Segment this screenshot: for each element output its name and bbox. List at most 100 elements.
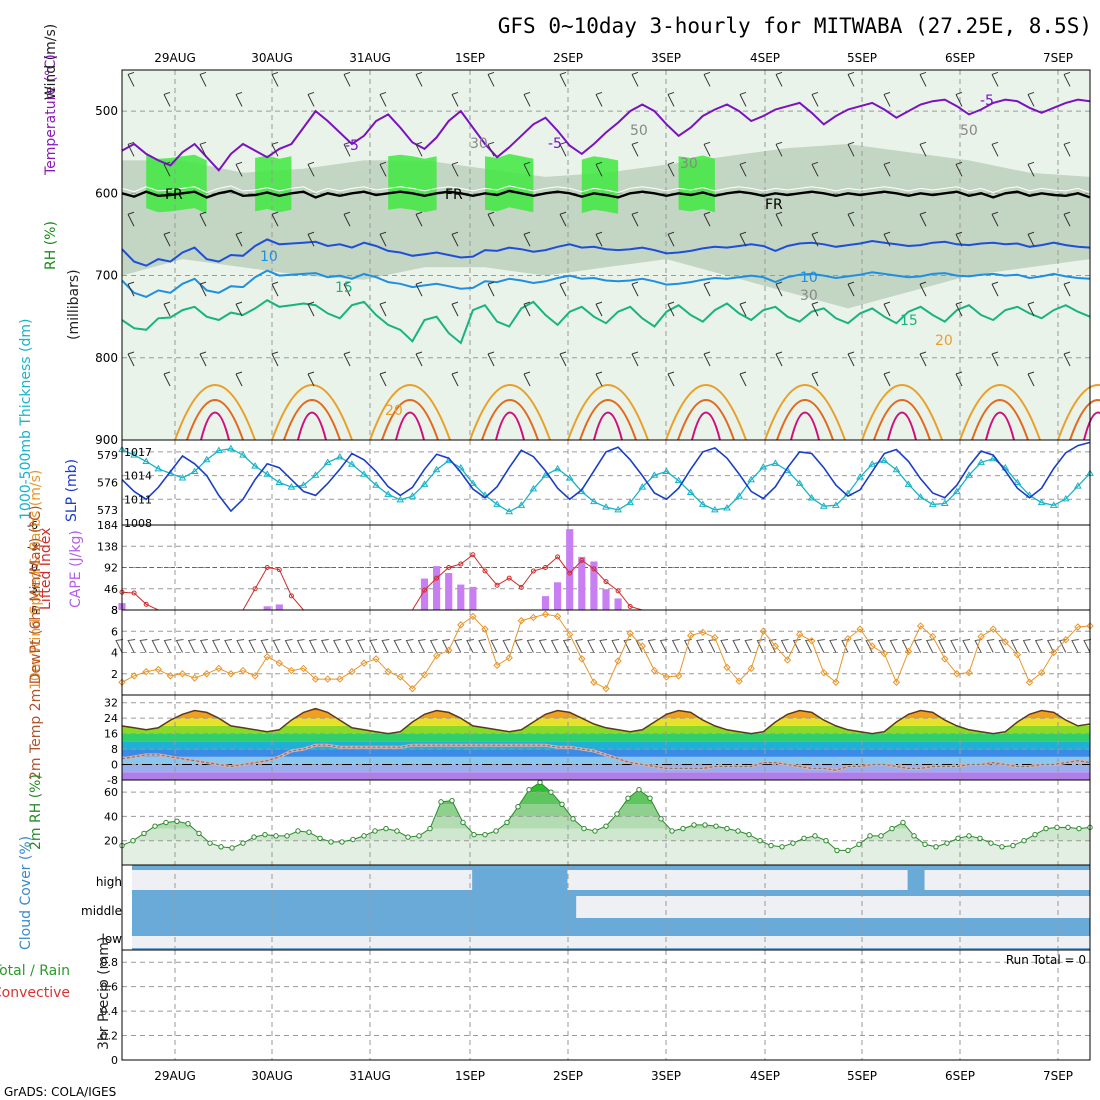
wind-barb: [271, 281, 279, 297]
wind-barb: [739, 161, 747, 177]
wind-barb: [667, 301, 675, 317]
temp-ytick: 8: [111, 743, 118, 756]
cloud-gap-low: [924, 936, 934, 948]
isotherm-20-arc: [1057, 384, 1100, 441]
isotherm-minus5: [121, 98, 1091, 172]
rh2m-point: [449, 797, 455, 804]
cloud-gap-high: [663, 870, 673, 890]
thickness-point: [178, 473, 187, 481]
wind-barb: [955, 371, 963, 387]
cloud-gap-high: [1055, 870, 1065, 890]
rh2m-point: [1065, 824, 1071, 831]
cloud-gap-middle: [593, 896, 603, 918]
rh2m-point: [592, 828, 598, 834]
wind10m-barb: [296, 639, 305, 653]
wind10m-barb: [720, 639, 729, 653]
cape-bar: [578, 556, 586, 610]
cloud-gap-low: [706, 936, 717, 948]
contour-label: 20: [935, 333, 953, 349]
cloud-gap-low: [210, 936, 220, 948]
cloud-gap-low: [959, 936, 969, 948]
cloud-gap-high: [611, 870, 621, 890]
wind-barb: [163, 91, 171, 107]
rh2m-point: [526, 787, 532, 793]
wind-barb: [523, 161, 531, 177]
rh2m-point: [427, 825, 433, 832]
wind10m-point: [215, 664, 223, 673]
rh-saturated-patch: [581, 156, 619, 214]
date-label-top: 4SEP: [750, 51, 780, 65]
wind-barb: [1063, 351, 1071, 367]
thickness-point: [335, 452, 344, 460]
rh2m-point: [1010, 842, 1016, 849]
rh2m-point: [724, 825, 730, 832]
cloud-gap-high: [976, 870, 986, 890]
isotherm-25-arc: [579, 399, 637, 441]
cloud-gap-high: [384, 870, 394, 890]
wind10m-point: [686, 631, 695, 640]
upper-air-ylabel: (millibars): [66, 269, 82, 340]
cloud-gap-high: [1037, 870, 1047, 890]
cloud-gap-high: [732, 870, 743, 890]
date-label-top: 6SEP: [945, 51, 975, 65]
cloud-gap-middle: [689, 896, 699, 918]
wind10m-barb: [925, 639, 934, 653]
wind10m-barb: [199, 639, 208, 653]
cloud-gap-middle: [793, 896, 804, 918]
thickness-point: [565, 473, 574, 481]
wind-barb: [991, 211, 999, 227]
thickness-point: [650, 471, 659, 478]
li-point: [288, 593, 294, 599]
cloud-gap-high: [584, 870, 595, 890]
precip-labels: Total / Rain Convective 3hr Precip (mm) …: [0, 937, 1086, 1050]
cloud-gap-low: [724, 936, 734, 948]
cloud-gap-low: [523, 936, 534, 948]
thickness-point: [928, 500, 937, 507]
cloud-gap-low: [889, 936, 899, 948]
wind10m-barb: [405, 639, 414, 653]
wind-barb: [343, 71, 351, 87]
isotherm-25-arc: [381, 399, 439, 441]
cloud-gap-high: [645, 870, 656, 890]
cloud-gap-middle: [924, 896, 934, 918]
slp-ytick: 1008: [124, 517, 152, 530]
wind-barb: [919, 141, 927, 157]
cloud-gap-middle: [602, 896, 612, 918]
rh2m-point: [680, 825, 686, 832]
cloud-gap-low: [149, 936, 159, 948]
cloud-gap-low: [1063, 936, 1074, 948]
cloud-gap-low: [393, 936, 403, 948]
cloud-gap-high: [637, 870, 647, 890]
wind-barb: [847, 211, 855, 227]
li-ytick: -6: [27, 519, 38, 532]
cloud-gap-low: [837, 936, 847, 948]
date-axis-bottom: 29AUG 30AUG 31AUG 1SEP 2SEP 3SEP 4SEP 5SEP 6SEP 7…: [154, 1069, 1073, 1083]
wind-barb: [847, 141, 855, 157]
cloud-gap-middle: [994, 896, 1004, 918]
rh2m-point: [790, 840, 796, 846]
cloud-gap-middle: [619, 896, 629, 918]
wind10m-point: [614, 657, 622, 665]
li-ytick: 3: [31, 583, 38, 596]
rh2m-point: [955, 835, 961, 841]
cloud-gap-middle: [820, 896, 830, 918]
precip-legend-convective: Convective: [0, 985, 70, 1001]
precip-ytick: 0.6: [101, 981, 119, 994]
cloud-gap-middle: [872, 896, 882, 918]
li-point: [446, 565, 452, 570]
wind10m-point: [348, 667, 356, 676]
cloud-gap-high: [802, 870, 812, 890]
wind10m-point: [493, 661, 501, 669]
wind-barb: [991, 281, 999, 297]
temp-band: [122, 695, 1090, 703]
wind10m-point: [408, 684, 417, 693]
wind10m-point: [372, 655, 380, 663]
cloud-gap-low: [767, 936, 777, 948]
cloud-gap-high: [192, 870, 203, 890]
wind10m-barb: [369, 639, 378, 653]
cloud-gap-high: [941, 870, 952, 890]
wind10m-barb: [212, 639, 220, 653]
contour-label: FR: [165, 187, 183, 203]
upper-air-panel: -5 -5 -5 FR FR FR 10 10 15 15 20 20 30 30 30 50 50 500 600…: [95, 69, 1100, 447]
precip-legend-rain: Total / Rain: [0, 963, 70, 979]
